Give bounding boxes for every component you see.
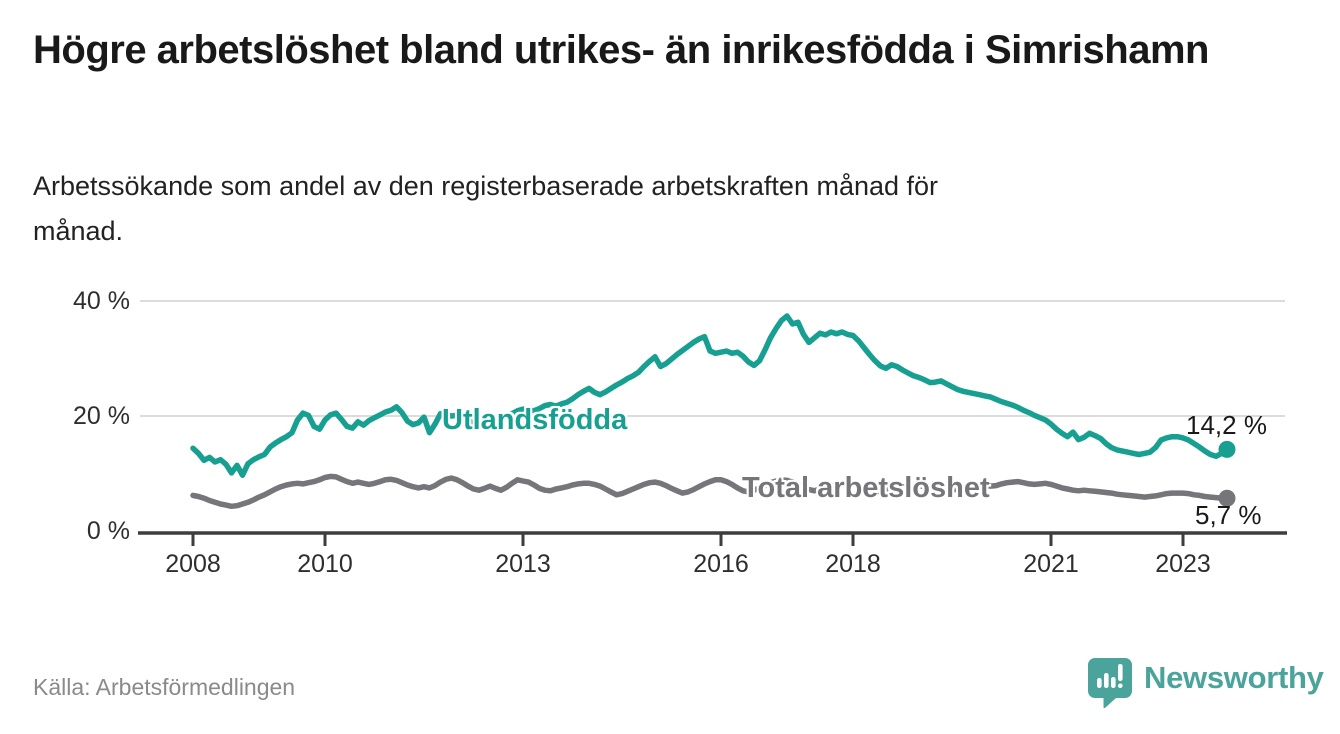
newsworthy-logo: Newsworthy xyxy=(1086,656,1324,708)
bar-icon-small xyxy=(1097,678,1102,688)
x-axis-label-2018: 2018 xyxy=(825,550,881,578)
exclamation-icon-bar xyxy=(1118,664,1123,681)
bar-icon-medium xyxy=(1104,673,1109,688)
newsworthy-bubble-chart-icon xyxy=(1088,658,1132,708)
x-axis-label-2008: 2008 xyxy=(165,550,221,578)
x-axis-label-2023: 2023 xyxy=(1155,550,1211,578)
series-label-total-arbetsloshet: Total arbetslöshet xyxy=(742,472,990,504)
x-axis-label-2021: 2021 xyxy=(1023,550,1079,578)
exclamation-icon-dot xyxy=(1118,683,1123,689)
series-end-dot-utlandsfodda xyxy=(1218,440,1236,458)
series-end-dot-total-arbetsloshet xyxy=(1218,489,1236,507)
brand-wordmark: Newsworthy xyxy=(1144,660,1324,695)
y-axis-label-20: 20 % xyxy=(73,402,130,430)
chart-subtitle: Arbetssökande som andel av den registerb… xyxy=(33,171,939,246)
y-axis-label-0: 0 % xyxy=(86,517,130,545)
x-axis-label-2013: 2013 xyxy=(495,550,551,578)
series-line-total-arbetsloshet xyxy=(190,473,1230,510)
bar-icon-short xyxy=(1111,677,1116,688)
series-label-utlandsfodda: Utlandsfödda xyxy=(442,404,628,436)
y-axis-label-40: 40 % xyxy=(73,287,130,315)
x-axis-label-2010: 2010 xyxy=(297,550,353,578)
chart-title: Högre arbetslöshet bland utrikes- än inr… xyxy=(33,28,1209,72)
end-value-label-total-arbetsloshet: 5,7 % xyxy=(1195,500,1262,530)
end-value-label-utlandsfodda: 14,2 % xyxy=(1186,410,1267,440)
source-note: Källa: Arbetsförmedlingen xyxy=(33,674,296,700)
x-axis-label-2016: 2016 xyxy=(693,550,749,578)
series-line-utlandsfodda xyxy=(190,313,1230,478)
